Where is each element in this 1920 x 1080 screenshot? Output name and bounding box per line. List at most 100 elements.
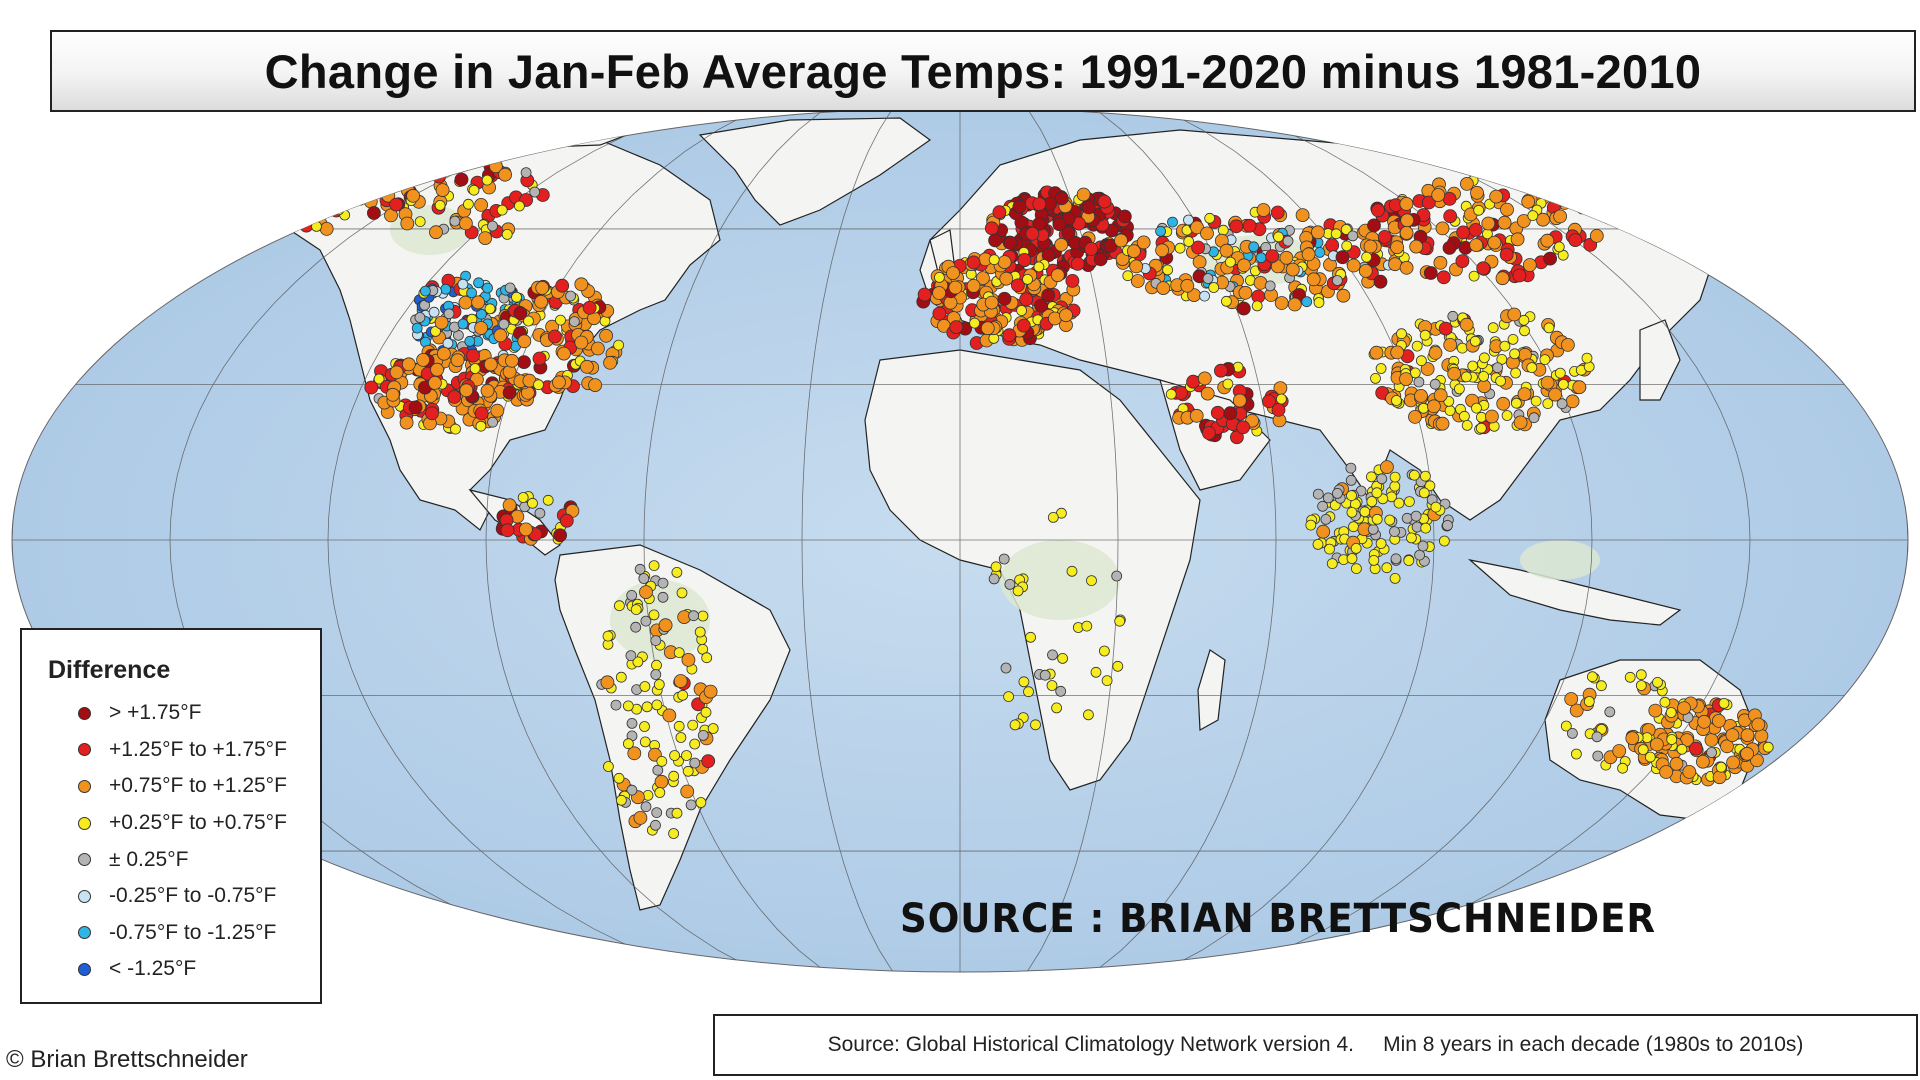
- station-marker: [569, 316, 580, 328]
- station-marker: [580, 359, 594, 374]
- station-marker: [1712, 770, 1727, 785]
- station-marker: [425, 406, 439, 421]
- station-marker: [292, 166, 307, 180]
- station-marker: [656, 756, 668, 767]
- station-marker: [703, 684, 718, 699]
- station-marker: [1470, 185, 1484, 200]
- station-marker: [1517, 387, 1532, 402]
- station-marker: [1345, 462, 1357, 474]
- station-marker: [440, 283, 452, 295]
- station-marker: [1262, 394, 1276, 409]
- station-marker: [1236, 420, 1250, 435]
- station-marker: [1030, 719, 1041, 731]
- station-marker: [988, 573, 1000, 585]
- station-marker: [1019, 292, 1034, 307]
- station-marker: [500, 523, 515, 538]
- legend-label: +1.25°F to +1.75°F: [109, 737, 287, 761]
- station-marker: [1565, 394, 1580, 409]
- station-marker: [1400, 213, 1415, 228]
- station-marker: [350, 190, 365, 205]
- station-marker: [574, 277, 589, 292]
- station-marker: [932, 286, 946, 300]
- station-marker: [1367, 524, 1379, 535]
- station-marker: [1554, 367, 1566, 379]
- station-marker: [1191, 240, 1205, 255]
- station-marker: [1624, 671, 1636, 683]
- station-marker: [1518, 181, 1530, 193]
- station-marker: [1521, 194, 1536, 209]
- station-marker: [1648, 703, 1663, 718]
- station-marker: [373, 373, 385, 385]
- station-marker: [1481, 216, 1496, 231]
- station-marker: [481, 174, 493, 186]
- station-marker: [430, 325, 441, 337]
- station-marker: [1011, 278, 1025, 293]
- station-marker: [1390, 553, 1402, 565]
- station-marker: [1324, 543, 1335, 555]
- station-marker: [1375, 363, 1387, 374]
- station-marker: [279, 187, 294, 202]
- legend-label: -0.25°F to -0.75°F: [109, 884, 277, 908]
- station-marker: [1715, 761, 1727, 773]
- station-marker: [487, 416, 499, 428]
- station-marker: [681, 750, 692, 761]
- station-marker: [1059, 308, 1073, 323]
- station-marker: [1003, 235, 1018, 250]
- station-marker: [284, 170, 299, 185]
- station-marker: [1076, 187, 1091, 202]
- station-marker: [1225, 256, 1236, 268]
- station-marker: [282, 174, 297, 189]
- station-marker: [1050, 268, 1065, 283]
- station-marker: [1373, 274, 1388, 289]
- station-marker: [1414, 549, 1425, 561]
- station-marker: [1697, 714, 1711, 729]
- station-marker: [382, 172, 397, 186]
- station-marker: [1162, 264, 1173, 276]
- station-marker: [1271, 402, 1286, 417]
- station-marker: [498, 318, 510, 330]
- station-marker: [493, 328, 508, 343]
- station-marker: [1279, 250, 1294, 265]
- station-marker: [1399, 372, 1413, 387]
- station-marker: [311, 220, 322, 232]
- station-marker: [462, 198, 474, 210]
- station-marker: [547, 329, 562, 344]
- station-marker: [1573, 196, 1587, 211]
- station-marker: [1376, 473, 1388, 485]
- station-marker: [1371, 203, 1385, 218]
- station-marker: [1217, 224, 1229, 236]
- station-marker: [1222, 378, 1234, 390]
- station-marker: [275, 197, 290, 212]
- station-marker: [966, 255, 981, 270]
- station-marker: [1696, 754, 1710, 769]
- station-marker: [1248, 241, 1260, 253]
- station-marker: [687, 719, 699, 731]
- station-marker: [1401, 512, 1413, 524]
- station-marker: [385, 387, 400, 402]
- station-marker: [1542, 398, 1554, 410]
- station-marker: [603, 761, 614, 772]
- station-marker: [269, 171, 284, 186]
- station-marker: [1155, 225, 1166, 237]
- station-marker: [325, 196, 339, 211]
- station-marker: [1346, 507, 1358, 518]
- station-marker: [1274, 296, 1289, 310]
- station-marker: [1282, 235, 1294, 247]
- station-marker: [1637, 744, 1649, 755]
- station-marker: [1712, 714, 1726, 728]
- station-marker: [1016, 318, 1031, 333]
- station-marker: [1202, 426, 1216, 440]
- station-marker: [1313, 297, 1325, 308]
- station-marker: [1617, 762, 1628, 774]
- station-marker: [523, 315, 534, 327]
- station-marker: [389, 197, 404, 212]
- station-marker: [614, 600, 625, 612]
- station-marker: [999, 271, 1014, 286]
- station-marker: [469, 363, 481, 374]
- legend-item: ± 0.25°F: [48, 841, 320, 878]
- station-marker: [668, 770, 680, 782]
- station-marker: [1659, 765, 1673, 779]
- station-marker: [1507, 333, 1519, 345]
- station-marker: [1197, 371, 1212, 386]
- station-marker: [625, 650, 637, 661]
